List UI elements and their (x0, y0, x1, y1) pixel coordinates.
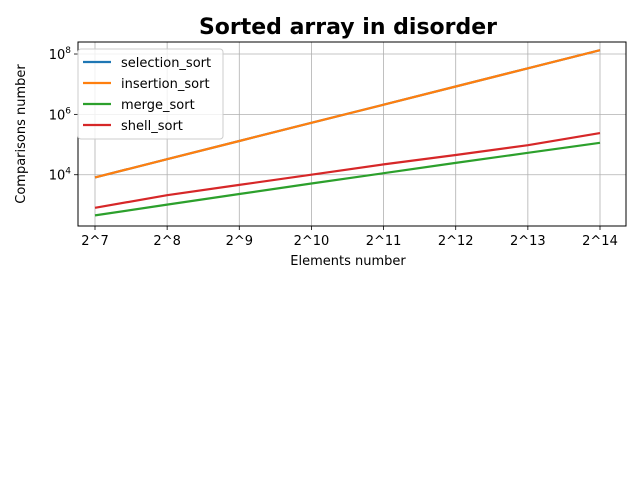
x-tick-label: 2^8 (153, 234, 180, 249)
y-tick-label: 104 (49, 167, 72, 184)
y-tick-label: 106 (49, 106, 72, 123)
x-tick-label: 2^7 (81, 234, 108, 249)
y-axis-label: Comparisons number (14, 64, 29, 204)
x-tick-label: 2^10 (294, 234, 330, 249)
series-line-merge-sort (94, 141, 601, 217)
x-axis: 2^7 2^8 2^9 2^10 2^11 2^12 2^13 2^14 (81, 226, 618, 249)
series-line-insertion-sort (94, 49, 601, 179)
legend: selection_sort insertion_sort merge_sortsh… (77, 48, 224, 140)
x-tick-label: 2^14 (582, 234, 618, 249)
y-tick-label: 108 (49, 46, 72, 63)
x-tick-label: 2^13 (510, 234, 546, 249)
y-axis: 104 106 108 (49, 46, 78, 184)
legend-box (77, 48, 224, 140)
legend-label: merge_sort (121, 98, 195, 113)
legend-label: shell_sort (121, 119, 183, 134)
legend-label: insertion_sort (121, 77, 210, 92)
x-axis-label: Elements number (290, 254, 406, 269)
x-tick-label: 2^12 (438, 234, 474, 249)
chart-title: Sorted array in disorder (199, 15, 497, 40)
series-lines (94, 49, 601, 217)
legend-label: selection_sort (121, 56, 211, 71)
x-tick-label: 2^9 (226, 234, 253, 249)
x-tick-label: 2^11 (366, 234, 402, 249)
series-line-shell-sort (94, 132, 601, 209)
